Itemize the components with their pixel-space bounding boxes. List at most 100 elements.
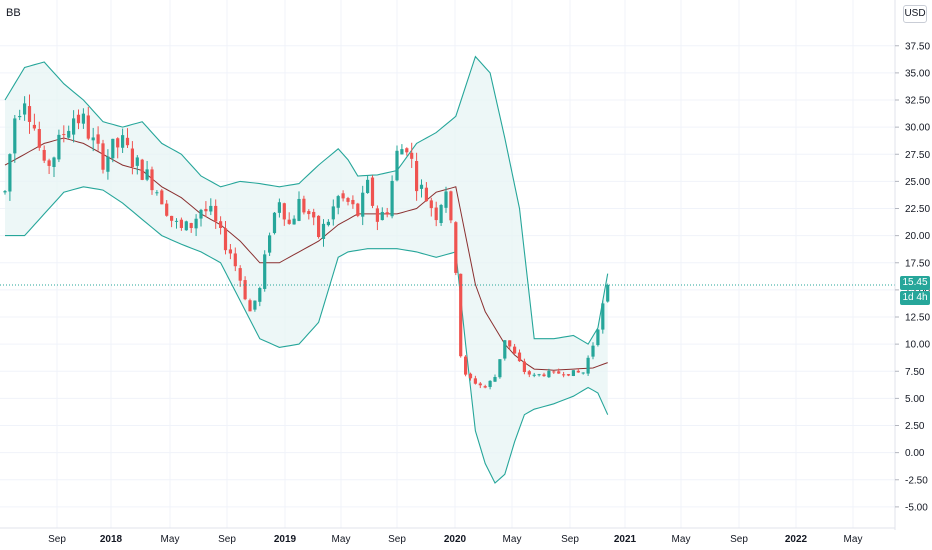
upper-band-line [4, 55, 609, 345]
candle-down [468, 372, 473, 381]
y-tick-label: 5.00 [905, 394, 925, 405]
candle-up [419, 179, 424, 198]
x-tick-label: May [672, 534, 691, 545]
candle-up [23, 96, 27, 121]
candle-down [233, 247, 237, 272]
y-tick-label: -2.50 [905, 475, 928, 486]
basis-line [4, 137, 608, 371]
grid [0, 0, 895, 528]
candle-down [454, 221, 458, 276]
candle-down [243, 276, 247, 301]
candle-up [292, 215, 296, 225]
candle-down [317, 215, 321, 239]
candle-up [199, 208, 203, 227]
candle-up [439, 203, 443, 226]
y-tick-label: 35.00 [905, 68, 930, 79]
candle-up [498, 359, 502, 379]
candle-up [106, 149, 110, 180]
candle-up [57, 129, 61, 163]
candle-up [400, 144, 404, 155]
candle-up [67, 125, 71, 139]
candle-down [527, 369, 531, 378]
candle-up [361, 185, 365, 226]
candlesticks [3, 94, 610, 390]
candle-up [111, 138, 115, 163]
y-tick-label: 25.00 [905, 177, 930, 188]
x-tick-label: Sep [218, 534, 236, 545]
candle-up [380, 207, 384, 221]
candle-up [596, 329, 600, 347]
price-axis[interactable]: 37.50 35.00 32.50 30.00 27.50 25.00 22.50 20.00… [895, 41, 930, 513]
candle-down [513, 343, 517, 354]
candle-down [464, 355, 468, 377]
candle-up [601, 300, 605, 334]
candle-up [18, 109, 22, 121]
countdown-badge: 1d 4h [900, 291, 930, 305]
x-tick-label: Sep [730, 534, 748, 545]
candle-down [307, 209, 311, 220]
candle-down [552, 370, 556, 374]
candle-down [42, 145, 46, 164]
currency-button[interactable]: USD [903, 5, 927, 23]
x-tick-label: May [844, 534, 863, 545]
x-tick-label: 2018 [100, 534, 123, 545]
candle-down [160, 188, 164, 205]
y-tick-label: 15.00 [905, 285, 930, 296]
band-fill [5, 56, 608, 483]
y-tick-label: 20.00 [905, 231, 930, 242]
candle-up [591, 342, 595, 360]
candle-up [297, 191, 301, 222]
candle-down [165, 200, 169, 217]
candle-up [547, 368, 551, 378]
candle-up [209, 198, 213, 216]
candle-down [405, 147, 409, 156]
time-axis[interactable]: Sep 2018 May Sep 2019 May Sep 2020 May Sep 2021 May… [48, 534, 862, 545]
x-tick-label: 2022 [785, 534, 808, 545]
candle-down [248, 298, 252, 312]
candle-down [37, 121, 41, 151]
candle-up [194, 214, 198, 237]
candle-up [3, 190, 7, 195]
x-tick-label: 2020 [444, 534, 467, 545]
candle-up [272, 212, 277, 235]
x-tick-label: Sep [48, 534, 66, 545]
candle-up [336, 194, 340, 215]
candle-down [562, 371, 566, 378]
candle-down [375, 205, 379, 231]
y-tick-label: 32.50 [905, 96, 930, 107]
candle-up [366, 175, 370, 194]
candle-down [351, 195, 355, 209]
candle-down [312, 208, 316, 226]
candle-down [179, 217, 183, 231]
candle-down [96, 126, 100, 151]
candle-down [189, 222, 193, 233]
candle-up [135, 155, 139, 175]
y-tick-label: 2.50 [905, 421, 925, 432]
candle-down [204, 201, 208, 218]
candle-down [557, 368, 561, 374]
y-tick-label: -5.00 [905, 502, 928, 513]
x-tick-label: 2021 [614, 534, 637, 545]
candle-down [47, 158, 51, 175]
candle-up [331, 199, 335, 226]
y-tick-label: 27.50 [905, 150, 930, 161]
y-tick-label: 22.50 [905, 204, 930, 215]
candle-up [390, 175, 394, 219]
candle-down [125, 128, 130, 149]
candle-down [410, 142, 414, 168]
candle-down [449, 190, 453, 224]
x-tick-label: May [503, 534, 522, 545]
candle-up [395, 145, 399, 182]
candle-down [170, 215, 174, 228]
candle-down [219, 216, 223, 235]
candle-down [130, 141, 134, 175]
bollinger-bands [4, 55, 609, 484]
candle-up [145, 160, 149, 182]
x-tick-label: 2019 [274, 534, 297, 545]
candle-up [444, 186, 448, 213]
candle-up [571, 370, 575, 377]
x-tick-label: May [332, 534, 351, 545]
candle-up [184, 220, 188, 231]
candle-up [253, 300, 257, 312]
